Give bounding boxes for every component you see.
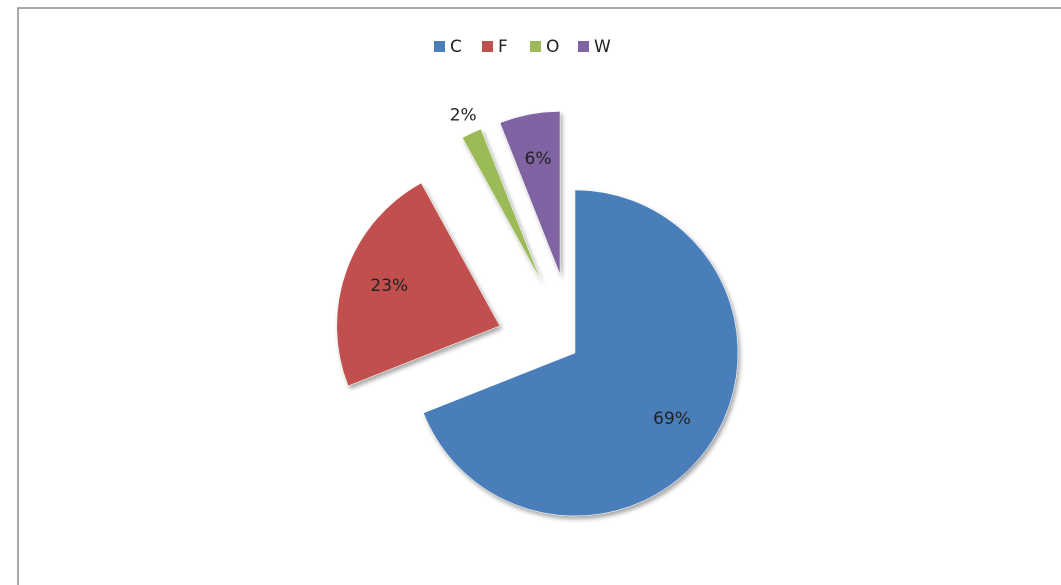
pie-slice (336, 182, 501, 387)
legend-swatch (434, 41, 445, 52)
legend-label: O (546, 37, 559, 57)
pie-slice (423, 189, 739, 517)
legend-label: F (498, 37, 508, 57)
legend-swatch (578, 41, 589, 52)
pie-slice (462, 128, 542, 281)
legend-label: W (594, 37, 611, 57)
data-label: 23% (370, 276, 408, 296)
legend-swatch (530, 41, 541, 52)
data-label: 2% (450, 105, 477, 125)
data-label: 6% (525, 149, 552, 169)
legend-swatch (482, 41, 493, 52)
data-label: 69% (653, 409, 691, 429)
legend-label: C (450, 37, 462, 57)
pie-slice (499, 111, 561, 275)
